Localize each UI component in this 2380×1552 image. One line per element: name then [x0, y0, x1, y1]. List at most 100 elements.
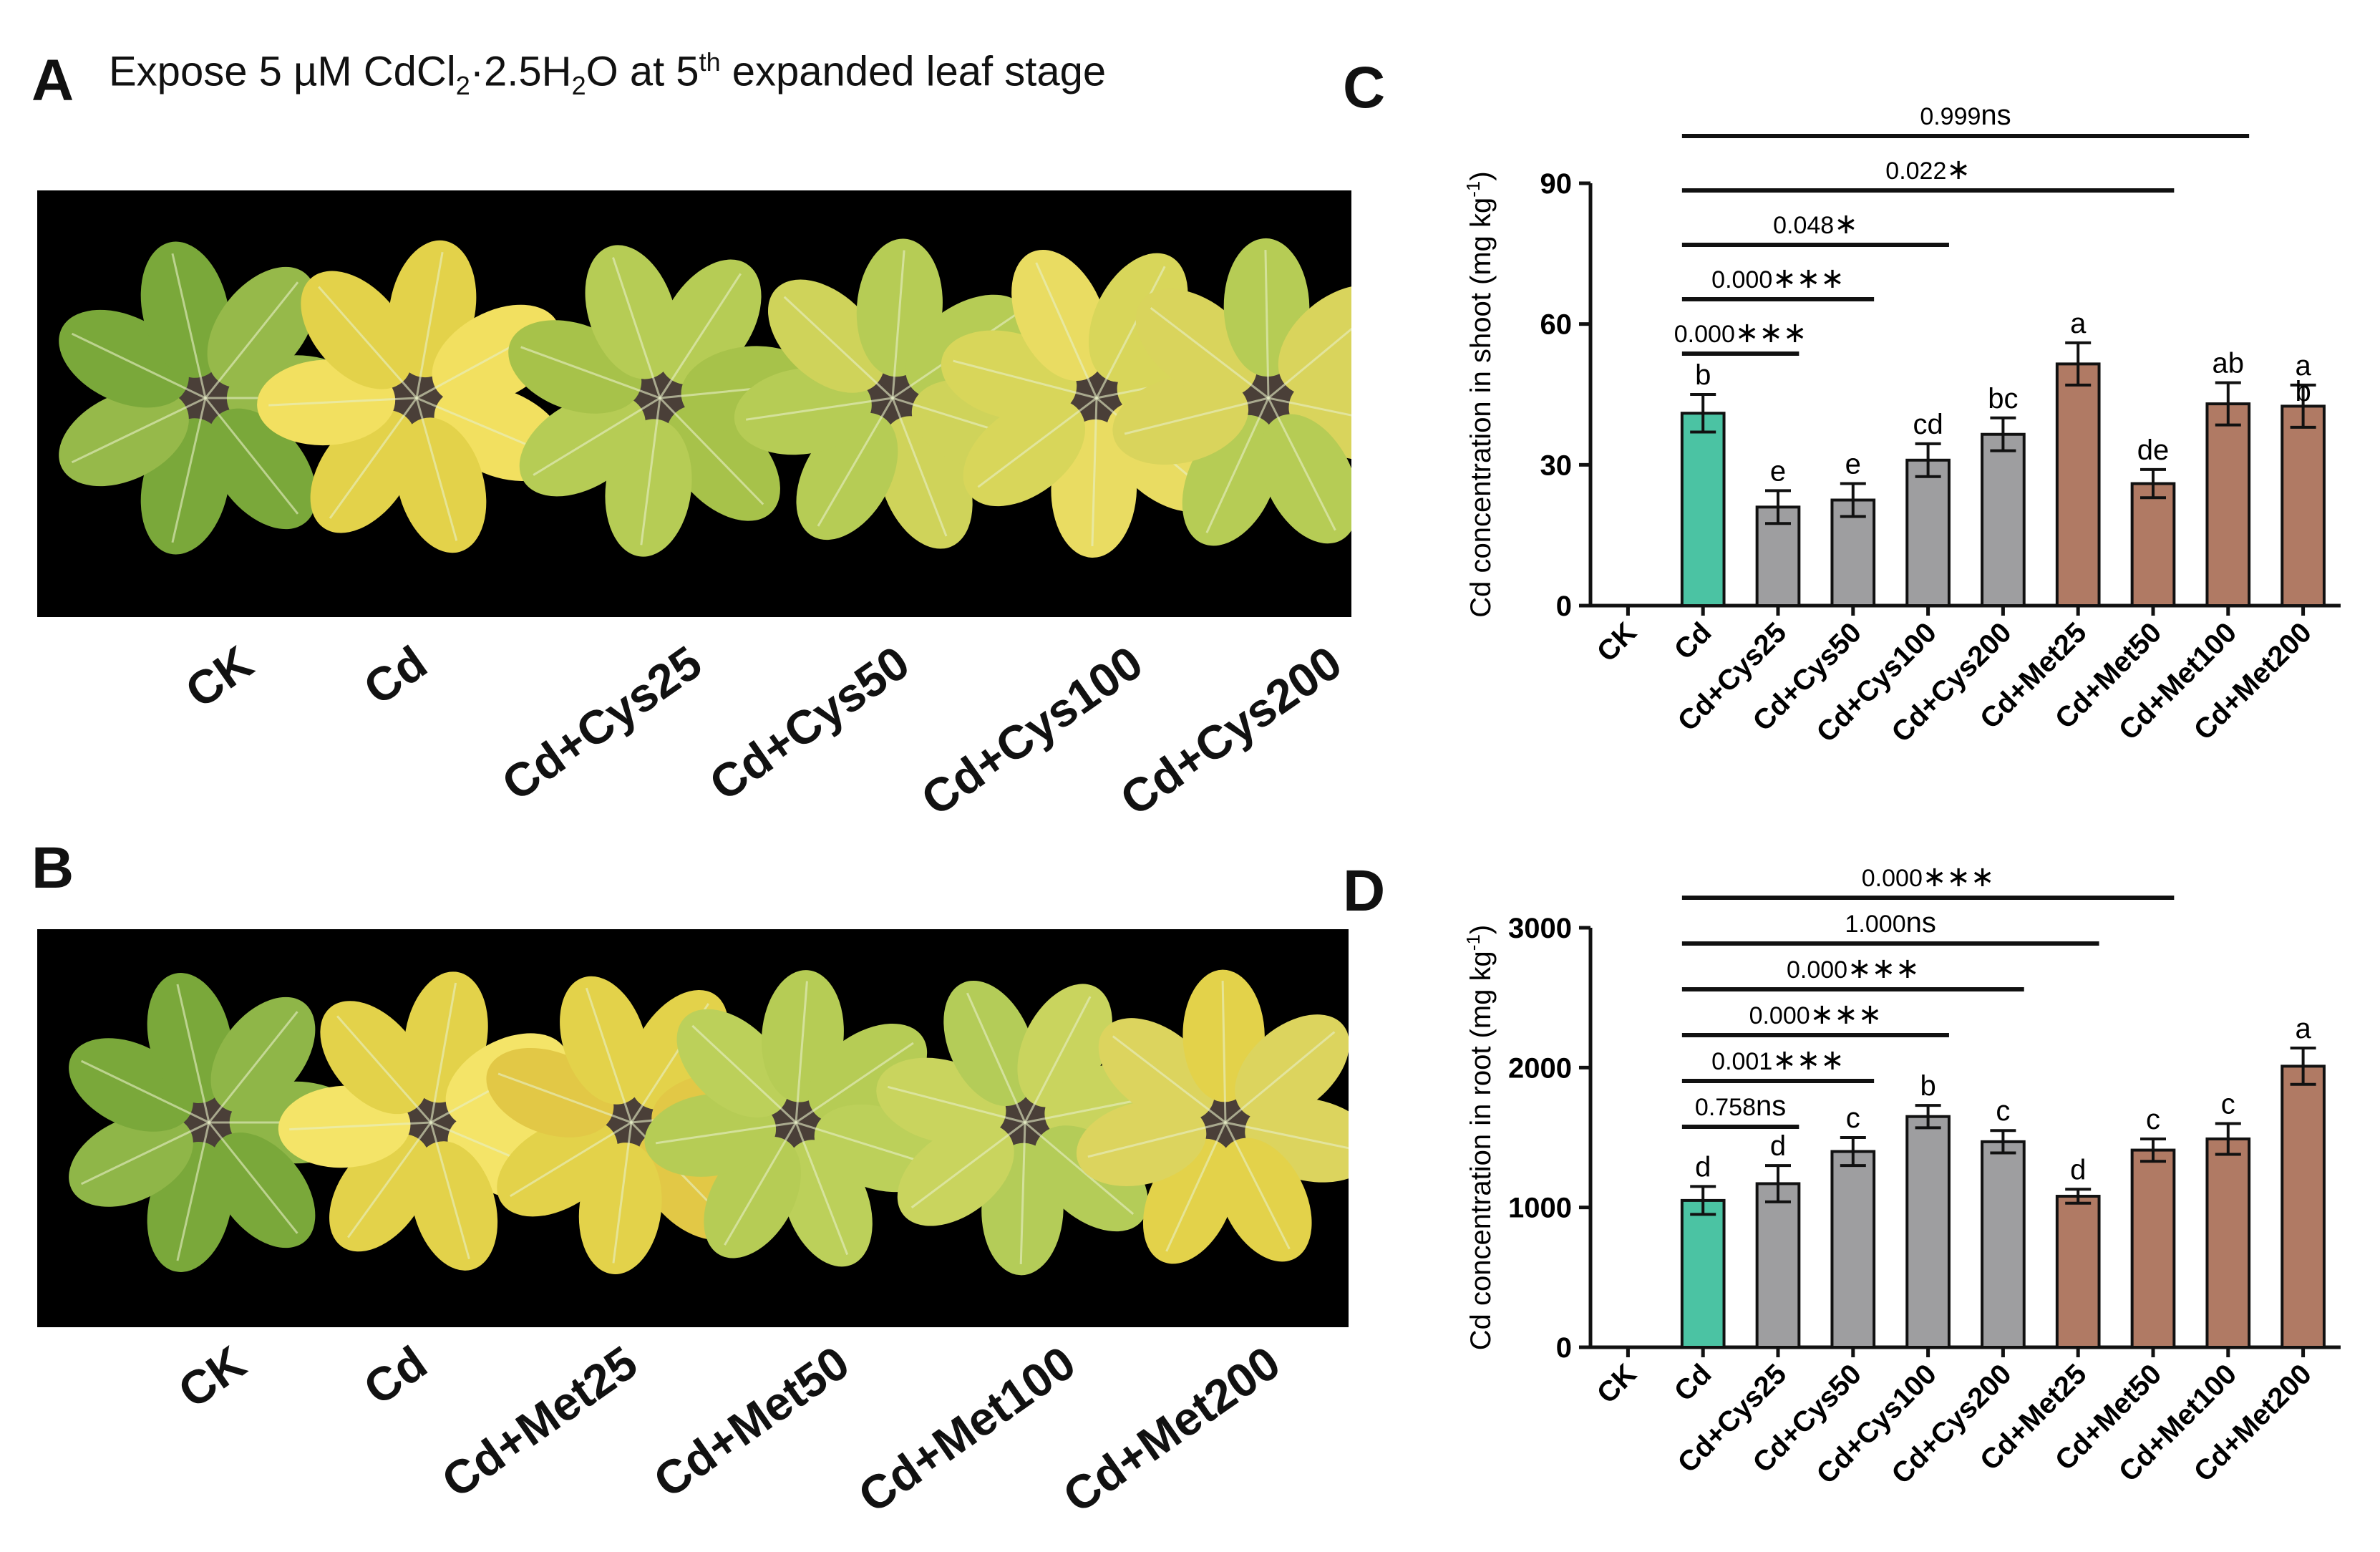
- plant-photo-cys: [37, 190, 1426, 617]
- leaf-vein: [659, 273, 742, 399]
- bar: [2130, 482, 2176, 607]
- leaf-vein: [329, 397, 418, 519]
- y-tick-label: 2000: [1508, 1052, 1572, 1084]
- leaf-vein: [691, 1024, 797, 1124]
- leaf-vein: [171, 397, 207, 543]
- comparison-label: 0.000∗∗∗: [1862, 861, 1995, 893]
- leaf-vein: [1264, 250, 1270, 399]
- comparison-label: 0.000∗∗∗: [1711, 263, 1845, 294]
- leaf-vein: [795, 1122, 849, 1256]
- significance-letter: e: [1770, 455, 1786, 487]
- bar: [2055, 362, 2101, 607]
- leaf-vein: [887, 1085, 1026, 1124]
- significance-letter: bc: [1988, 383, 2018, 414]
- significance-letter: ab: [2213, 348, 2245, 379]
- leaf-vein: [336, 1015, 432, 1123]
- leaf-vein: [533, 397, 661, 476]
- leaf-vein: [208, 1011, 298, 1123]
- y-tick-label: 90: [1540, 168, 1573, 200]
- leaf-vein: [289, 1121, 432, 1131]
- bar: [1755, 1182, 1801, 1349]
- leaf-vein: [1024, 996, 1092, 1123]
- leaf-vein: [204, 281, 299, 399]
- leaf-vein: [1150, 306, 1269, 399]
- leaf-vein: [910, 1121, 1026, 1209]
- bar: [2130, 1148, 2176, 1349]
- leaf-vein: [415, 251, 444, 399]
- y-tick-label: 0: [1556, 1332, 1572, 1364]
- bar: [2281, 404, 2326, 607]
- panel-c-letter: C: [1343, 55, 1386, 120]
- plant-rosette: [876, 980, 1176, 1276]
- comparison-label: 0.000∗∗∗: [1749, 999, 1883, 1030]
- y-axis-label: Cd concentration in root (mg kg-1): [1462, 925, 1497, 1351]
- plant-rosette: [508, 245, 820, 557]
- leaf-vein: [520, 346, 661, 399]
- leaf-vein: [1035, 262, 1098, 399]
- leaf-vein: [497, 1072, 632, 1124]
- y-tick-label: 1000: [1508, 1193, 1572, 1224]
- x-tick-label: CK: [1591, 616, 1643, 668]
- bar: [1680, 412, 1726, 607]
- significance-letter: c: [1996, 1095, 2010, 1127]
- leaf-vein: [429, 1122, 470, 1260]
- leaf-vein: [1225, 1031, 1336, 1124]
- leaf-vein: [1091, 397, 1098, 546]
- comparison-label: 0.048∗: [1773, 208, 1858, 240]
- chart-shoot-cd: Cd concentration in shoot (mg kg-1) 0 30 60…: [1462, 100, 2341, 749]
- x-tick-label: Cd: [1669, 616, 1718, 666]
- leaf-vein: [171, 253, 207, 399]
- leaf-vein: [510, 1121, 632, 1198]
- plant-photo-met: [37, 929, 1376, 1327]
- leaf-vein: [347, 1122, 432, 1238]
- comparison-label: 0.000∗∗∗: [1787, 953, 1920, 984]
- leaf-vein: [1224, 1122, 1291, 1250]
- leaf-vein: [966, 992, 1026, 1123]
- comparison-label: 0.758ns: [1695, 1090, 1786, 1122]
- significance-letter: a: [2070, 308, 2087, 339]
- comparison-label: 0.001∗∗∗: [1711, 1044, 1845, 1076]
- panel-a-title: Expose 5 µM CdCl2·2.5H2O at 5th expanded…: [109, 47, 1107, 100]
- leaf-vein: [585, 987, 633, 1123]
- leaf-vein: [953, 359, 1097, 399]
- leaf-vein: [1024, 1121, 1135, 1216]
- comparison-label: 0.999ns: [1920, 100, 2011, 131]
- significance-letter: d: [2070, 1154, 2086, 1185]
- leaf-vein: [80, 1121, 210, 1185]
- leaf-vein: [612, 1122, 633, 1264]
- leaf-vein: [176, 984, 210, 1123]
- bar: [1905, 458, 1951, 607]
- leaf-vein: [1165, 1122, 1227, 1252]
- significance-letter: a: [2295, 1013, 2311, 1044]
- leaf-vein: [318, 286, 418, 399]
- bar: [1680, 1198, 1726, 1349]
- leaf-vein: [795, 1042, 914, 1124]
- chart-root-cd: Cd concentration in root (mg kg-1) 0 1000 2…: [1462, 861, 2341, 1490]
- x-tick-label: Cd: [1669, 1358, 1718, 1407]
- leaf-vein: [977, 397, 1097, 488]
- leaf-vein: [80, 1059, 210, 1124]
- significance-letter: b: [1695, 359, 1711, 391]
- significance-letter: de: [2137, 435, 2170, 466]
- bar: [2205, 402, 2251, 607]
- bar: [1905, 1115, 1951, 1349]
- leaf-vein: [891, 397, 948, 537]
- y-axis-label: Cd concentration in shoot (mg kg-1): [1462, 171, 1497, 617]
- leaf-vein: [1267, 397, 1336, 531]
- leaf-vein: [795, 981, 808, 1123]
- leaf-vein: [415, 397, 458, 541]
- significance-letter: c: [2146, 1104, 2160, 1135]
- leaf-vein: [1087, 1121, 1226, 1158]
- leaf-vein: [640, 397, 661, 545]
- leaf-vein: [817, 397, 894, 527]
- significance-letter: d: [1770, 1130, 1786, 1162]
- plant-photo-cys-graphic: [59, 238, 1426, 558]
- leaf-vein: [204, 397, 299, 515]
- y-tick-label: 30: [1540, 450, 1573, 481]
- plant-photo-met-graphic: [69, 969, 1376, 1276]
- significance-letter: b: [2295, 376, 2311, 407]
- bar: [1830, 1150, 1876, 1349]
- leaf-vein: [745, 397, 893, 421]
- significance-letter: b: [1920, 1070, 1935, 1102]
- panel-d-letter: D: [1343, 858, 1386, 923]
